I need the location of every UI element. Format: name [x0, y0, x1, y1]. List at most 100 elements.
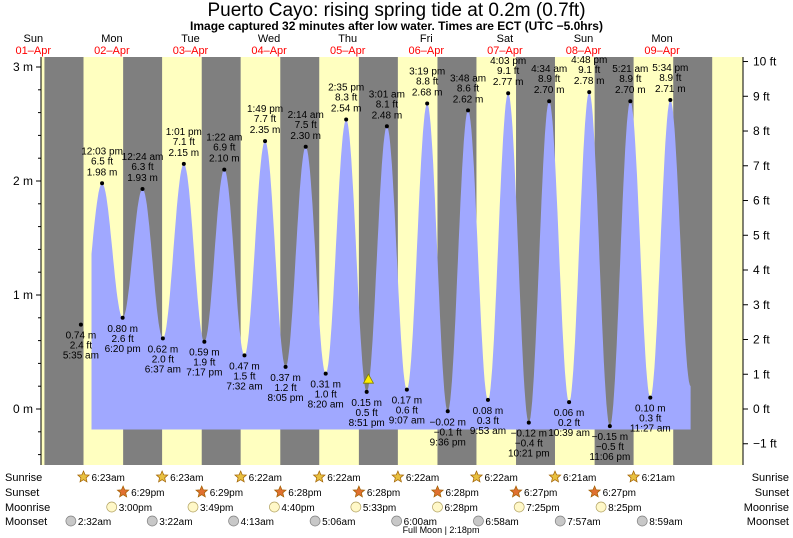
sunrise-time: 6:22am [406, 473, 439, 484]
extreme-ft-label: 7.1 ft [173, 137, 195, 148]
extreme-ft-label: 2.6 ft [112, 334, 134, 345]
tide-curve [91, 92, 691, 430]
sunrise-icon [391, 470, 405, 483]
extreme-ft-label: 1.0 ft [315, 390, 337, 401]
moonrise-time: 7:25pm [526, 503, 559, 514]
day-of-week-label: Thu [338, 33, 357, 45]
extreme-time-label: 1:49 pm [247, 104, 283, 115]
sunset-time: 6:29pm [131, 488, 164, 499]
extreme-m-label: 0.08 m [473, 406, 504, 417]
extreme-time-label: 3:19 pm [409, 66, 445, 77]
tide-extreme-high: 4:34 am8.9 ft2.70 m [531, 64, 567, 104]
sunrise-icon [312, 470, 326, 483]
tide-extreme-high: 1:22 am6.9 ft2.10 m [206, 133, 242, 172]
current-tide-marker [362, 373, 375, 384]
extreme-m-label: 0.59 m [189, 348, 220, 359]
tide-extreme-low: 0.59 m1.9 ft7:17 pm [186, 339, 222, 379]
extreme-ft-label: 2.4 ft [70, 341, 92, 352]
extreme-ft-label: 8.9 ft [538, 74, 560, 85]
extreme-time-label: 9:53 am [470, 426, 506, 437]
date-label: 03–Apr [173, 45, 209, 57]
extreme-m-label: 2.68 m [412, 87, 443, 98]
extreme-time-label: 1:22 am [206, 133, 242, 144]
tide-extreme-high: 1:49 pm7.7 ft2.35 m [247, 104, 283, 144]
extreme-m-label: 2.54 m [331, 103, 362, 114]
moonrise-time: 8:25pm [608, 503, 641, 514]
tide-extreme-high: 3:01 am8.1 ft2.48 m [369, 89, 405, 129]
extreme-time-label: 9:36 pm [430, 437, 466, 448]
chart-title: Puerto Cayo: rising spring tide at 0.2m … [207, 0, 586, 21]
extreme-m-label: 0.10 m [635, 404, 666, 415]
extreme-m-label: 0.47 m [229, 361, 260, 372]
extreme-m-label: 0.31 m [310, 380, 341, 391]
moonrise-icon [513, 501, 525, 513]
extreme-m-label: 1.93 m [127, 173, 158, 184]
extreme-ft-label: −0.5 ft [596, 442, 624, 453]
tide-extreme-high: 12:24 am6.3 ft1.93 m [122, 152, 164, 191]
extreme-time-label: 4:03 pm [490, 56, 526, 67]
extreme-m-label: 2.70 m [534, 85, 565, 96]
y-axis-left: 3 m 2 m 1 m 0 m [13, 57, 42, 465]
extreme-dot [485, 397, 490, 402]
tide-extreme-high: 5:34 pm8.9 ft2.71 m [652, 63, 688, 103]
y-right-tick-label: 9 ft [753, 89, 770, 103]
tide-extreme-high: 3:19 pm8.8 ft2.68 m [409, 66, 445, 106]
extreme-dot [222, 167, 227, 172]
date-label: 01–Apr [16, 45, 52, 57]
extreme-ft-label: 0.6 ft [396, 406, 418, 417]
extreme-m-label: 1.98 m [87, 167, 118, 178]
tide-extreme-low: 0.08 m0.3 ft9:53 am [470, 397, 506, 437]
sunset-time: 6:28pm [288, 488, 321, 499]
row-label-right: Moonrise [744, 502, 789, 514]
moonrise-time: 3:49pm [200, 503, 233, 514]
sunset-icon [588, 485, 602, 498]
extreme-time-label: 5:21 am [612, 64, 648, 75]
moonset-time: 8:59am [649, 517, 682, 528]
y-right-tick-label: 8 ft [753, 124, 770, 138]
extreme-time-label: 4:48 pm [571, 55, 607, 66]
extreme-ft-label: 8.6 ft [457, 83, 479, 94]
extreme-ft-label: 8.9 ft [659, 73, 681, 84]
tide-extreme-low: 0.62 m2.0 ft6:37 am [145, 336, 181, 375]
row-label-left: Sunrise [5, 472, 42, 484]
extreme-m-label: −0.12 m [511, 429, 547, 440]
extreme-time-label: 2:14 am [288, 110, 324, 121]
sunrise-icon [548, 470, 562, 483]
extreme-dot [445, 409, 450, 414]
extreme-time-label: 10:39 am [548, 428, 590, 439]
extreme-dot [160, 336, 165, 341]
moonrise-icon [432, 501, 443, 513]
y-right-tick-label: 10 ft [753, 55, 777, 69]
extreme-dot [283, 364, 288, 369]
extreme-time-label: 7:32 am [226, 381, 262, 392]
sunrise-icon [627, 470, 641, 483]
extreme-m-label: 2.78 m [574, 76, 605, 87]
extreme-dot [78, 322, 83, 327]
plot-area [41, 57, 743, 465]
extreme-time-label: 12:24 am [122, 152, 164, 163]
extreme-dot [100, 181, 105, 186]
y-right-tick-label: 7 ft [753, 159, 770, 173]
moonset-time: 6:00am [404, 517, 437, 528]
extreme-ft-label: 6.3 ft [131, 162, 153, 173]
extreme-time-label: 9:07 am [389, 416, 425, 427]
date-label: 04–Apr [251, 45, 287, 57]
extreme-time-label: 12:03 pm [81, 146, 123, 157]
extreme-dot [202, 339, 207, 344]
sunrise-time: 6:22am [327, 473, 360, 484]
moonrise-icon [106, 501, 118, 513]
extreme-ft-label: 7.7 ft [254, 114, 276, 125]
extreme-time-label: 10:21 pm [508, 449, 550, 460]
moonrise-icon [187, 501, 199, 513]
moonrise-time: 5:33pm [363, 503, 396, 514]
full-moon-note: Full Moon | 2:18pm [403, 525, 480, 535]
extreme-time-label: 5:35 am [63, 351, 99, 362]
